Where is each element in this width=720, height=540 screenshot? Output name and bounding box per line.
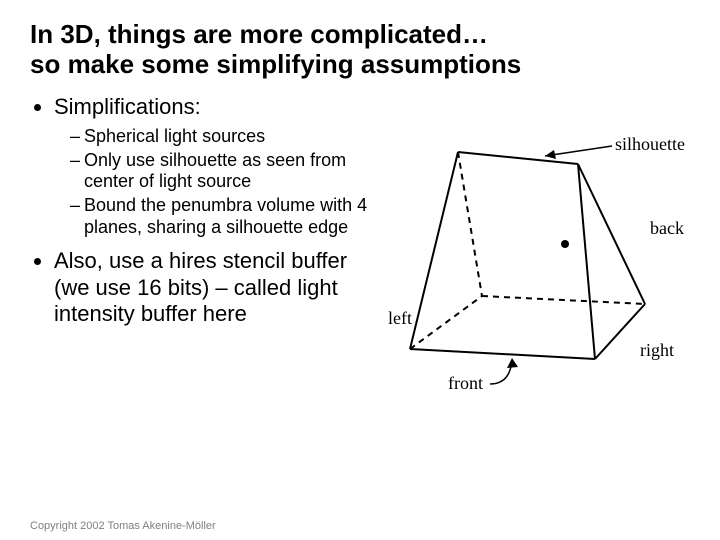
label-right: right (640, 340, 674, 360)
diagram-column: silhouette edge back left front right (370, 94, 690, 334)
slide-title: In 3D, things are more complicated… so m… (30, 20, 690, 80)
bullet-simplifications-label: Simplifications: (54, 94, 201, 119)
bullet-simplifications: Simplifications: Spherical light sources… (54, 94, 370, 238)
sub-silhouette: Only use silhouette as seen from center … (70, 150, 370, 193)
sub-penumbra: Bound the penumbra volume with 4 planes,… (70, 195, 370, 238)
penumbra-diagram: silhouette edge back left front right (370, 134, 690, 394)
bullet-stencil: Also, use a hires stencil buffer (we use… (54, 248, 370, 327)
label-silhouette-edge: silhouette edge (615, 134, 690, 154)
label-front: front (448, 373, 483, 393)
sub-spherical: Spherical light sources (70, 126, 370, 148)
label-back: back (650, 218, 684, 238)
title-line-1: In 3D, things are more complicated… (30, 19, 488, 49)
title-line-2: so make some simplifying assumptions (30, 49, 521, 79)
text-column: Simplifications: Spherical light sources… (30, 94, 370, 334)
label-left: left (388, 308, 412, 328)
copyright-text: Copyright 2002 Tomas Akenine-Möller (30, 520, 216, 532)
